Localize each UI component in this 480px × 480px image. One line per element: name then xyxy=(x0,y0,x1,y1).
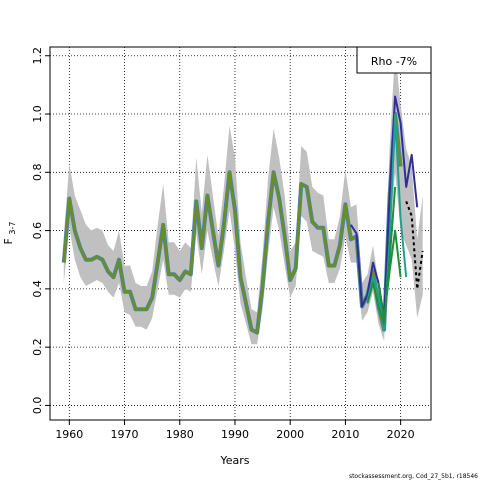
y-tick-label: 1.0 xyxy=(31,105,44,123)
y-tick-label: 0.0 xyxy=(31,397,44,415)
svg-text:F 3-7: F 3-7 xyxy=(2,222,17,245)
x-tick-label: 2020 xyxy=(387,428,415,441)
x-axis-label: Years xyxy=(219,454,249,467)
x-tick-label: 2000 xyxy=(276,428,304,441)
y-axis-label: F 3-7 xyxy=(2,222,17,245)
footer-credit: stockassessment.org, Cod_27_5b1, r18546 xyxy=(349,473,478,480)
y-tick-label: 0.8 xyxy=(31,164,44,182)
series-line-retro-4 xyxy=(377,229,402,319)
y-tick-label: 1.2 xyxy=(31,47,44,64)
legend-box xyxy=(356,46,432,74)
y-tick-label: 0.2 xyxy=(31,338,44,356)
x-tick-label: 1990 xyxy=(221,428,249,441)
series-line-forecast xyxy=(405,201,424,290)
y-axis-label-main: F xyxy=(2,238,15,244)
x-tick-label: 2010 xyxy=(331,428,359,441)
y-axis-label-sub: 3-7 xyxy=(8,222,17,235)
x-tick-label: 1960 xyxy=(55,428,83,441)
series-line-retro-3 xyxy=(366,186,397,325)
y-tick-label: 0.6 xyxy=(31,222,44,240)
series-line-main xyxy=(62,112,402,334)
confidence-band xyxy=(63,49,423,345)
y-tick-label: 0.4 xyxy=(31,280,44,298)
legend: Rho -7% xyxy=(356,46,432,74)
x-tick-label: 1970 xyxy=(111,428,139,441)
plot-area xyxy=(50,47,431,420)
plot-frame xyxy=(49,46,432,421)
x-tick-label: 1980 xyxy=(166,428,194,441)
legend-label: Rho -7% xyxy=(371,55,417,68)
